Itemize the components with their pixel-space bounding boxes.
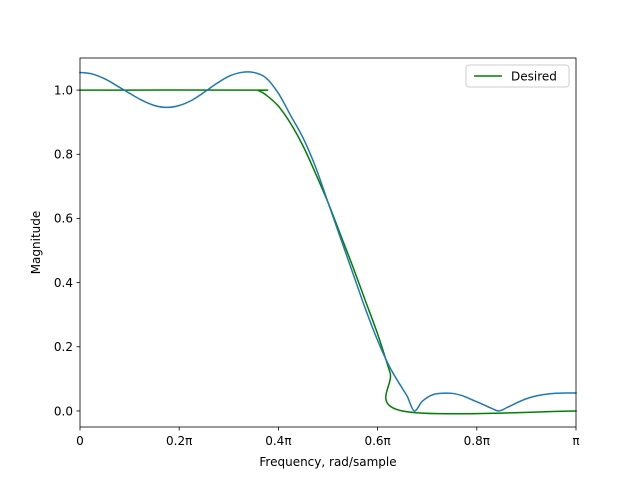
plot-area	[79, 57, 577, 428]
x-axis-label: Frequency, rad/sample	[259, 455, 396, 469]
y-tick-label: 0.4	[54, 276, 73, 290]
axes-frame	[79, 57, 577, 428]
x-axis-ticks: 0 0.2π 0.4π 0.6π 0.8π π	[76, 427, 580, 448]
legend: Desired	[465, 64, 570, 88]
x-tick-label: 0.4π	[265, 434, 291, 448]
series-line-desired	[79, 89, 577, 415]
x-tick-label: 0.2π	[166, 434, 192, 448]
y-tick-label: 0.0	[54, 404, 73, 418]
x-tick-label: 0.6π	[364, 434, 390, 448]
x-tick-label: 0	[76, 434, 84, 448]
y-axis-label: Magnitude	[29, 211, 43, 275]
y-axis-ticks: 0.0 0.2 0.4 0.6 0.8 1.0	[54, 83, 80, 418]
legend-box	[465, 64, 570, 88]
series-line-response	[79, 71, 577, 412]
x-tick-label: π	[572, 434, 579, 448]
x-tick-label: 0.8π	[464, 434, 490, 448]
y-tick-label: 0.2	[54, 340, 73, 354]
y-tick-label: 0.8	[54, 148, 73, 162]
series-layer	[79, 71, 577, 415]
y-tick-label: 0.6	[54, 212, 73, 226]
legend-label: Desired	[511, 69, 557, 83]
y-tick-label: 1.0	[54, 83, 73, 97]
axes-background	[80, 58, 576, 427]
